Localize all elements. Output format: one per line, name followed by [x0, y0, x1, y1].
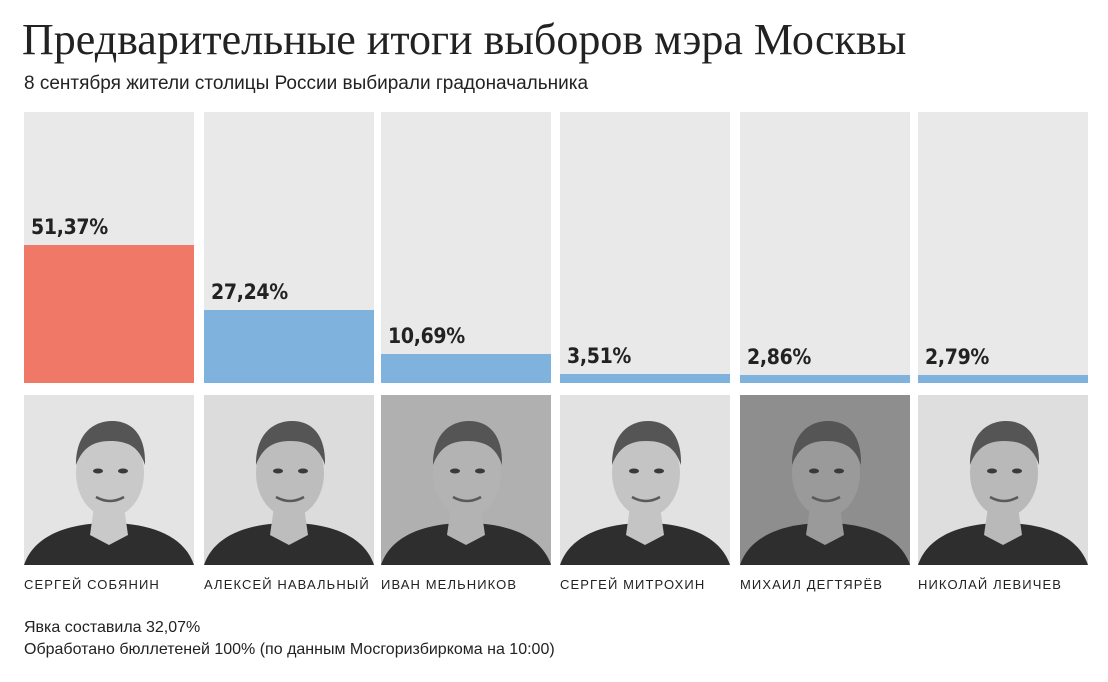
candidate-name: СЕРГЕЙ МИТРОХИН [560, 577, 706, 592]
bar-value-label: 2,86% [747, 345, 812, 369]
bar [24, 245, 194, 383]
candidate-photo [740, 395, 910, 565]
bar [381, 354, 551, 383]
bar-track: 2,79% [918, 112, 1088, 383]
chart-subtitle: 8 сентября жители столицы России выбирал… [24, 73, 589, 94]
turnout-note: Явка составила 32,07% [24, 619, 201, 636]
candidate-photo [560, 395, 730, 565]
bar-track: 2,86% [740, 112, 910, 383]
bar-value-label: 10,69% [388, 324, 465, 348]
candidate-photo [381, 395, 551, 565]
candidate-name: МИХАИЛ ДЕГТЯРЁВ [740, 577, 884, 592]
bar [740, 375, 910, 383]
bar [560, 374, 730, 383]
candidate-name: ИВАН МЕЛЬНИКОВ [381, 577, 518, 592]
bar [204, 310, 374, 383]
candidate-name: СЕРГЕЙ СОБЯНИН [24, 577, 160, 592]
candidate-name: АЛЕКСЕЙ НАВАЛЬНЫЙ [204, 577, 370, 592]
processed-note: Обработано бюллетеней 100% (по данным Мо… [24, 641, 555, 658]
bar [918, 375, 1088, 383]
bar-track: 10,69% [381, 112, 551, 383]
bar-track: 27,24% [204, 112, 374, 383]
chart-title: Предварительные итоги выборов мэра Москв… [22, 15, 907, 64]
bar-track: 51,37% [24, 112, 194, 383]
bar-value-label: 51,37% [31, 215, 108, 239]
candidate-photo [918, 395, 1088, 565]
candidate-name: НИКОЛАЙ ЛЕВИЧЕВ [918, 577, 1063, 592]
candidate-photo [24, 395, 194, 565]
bar-value-label: 3,51% [567, 344, 632, 368]
bar-value-label: 2,79% [925, 345, 990, 369]
bar-track: 3,51% [560, 112, 730, 383]
bar-value-label: 27,24% [211, 280, 288, 304]
candidate-photo [204, 395, 374, 565]
